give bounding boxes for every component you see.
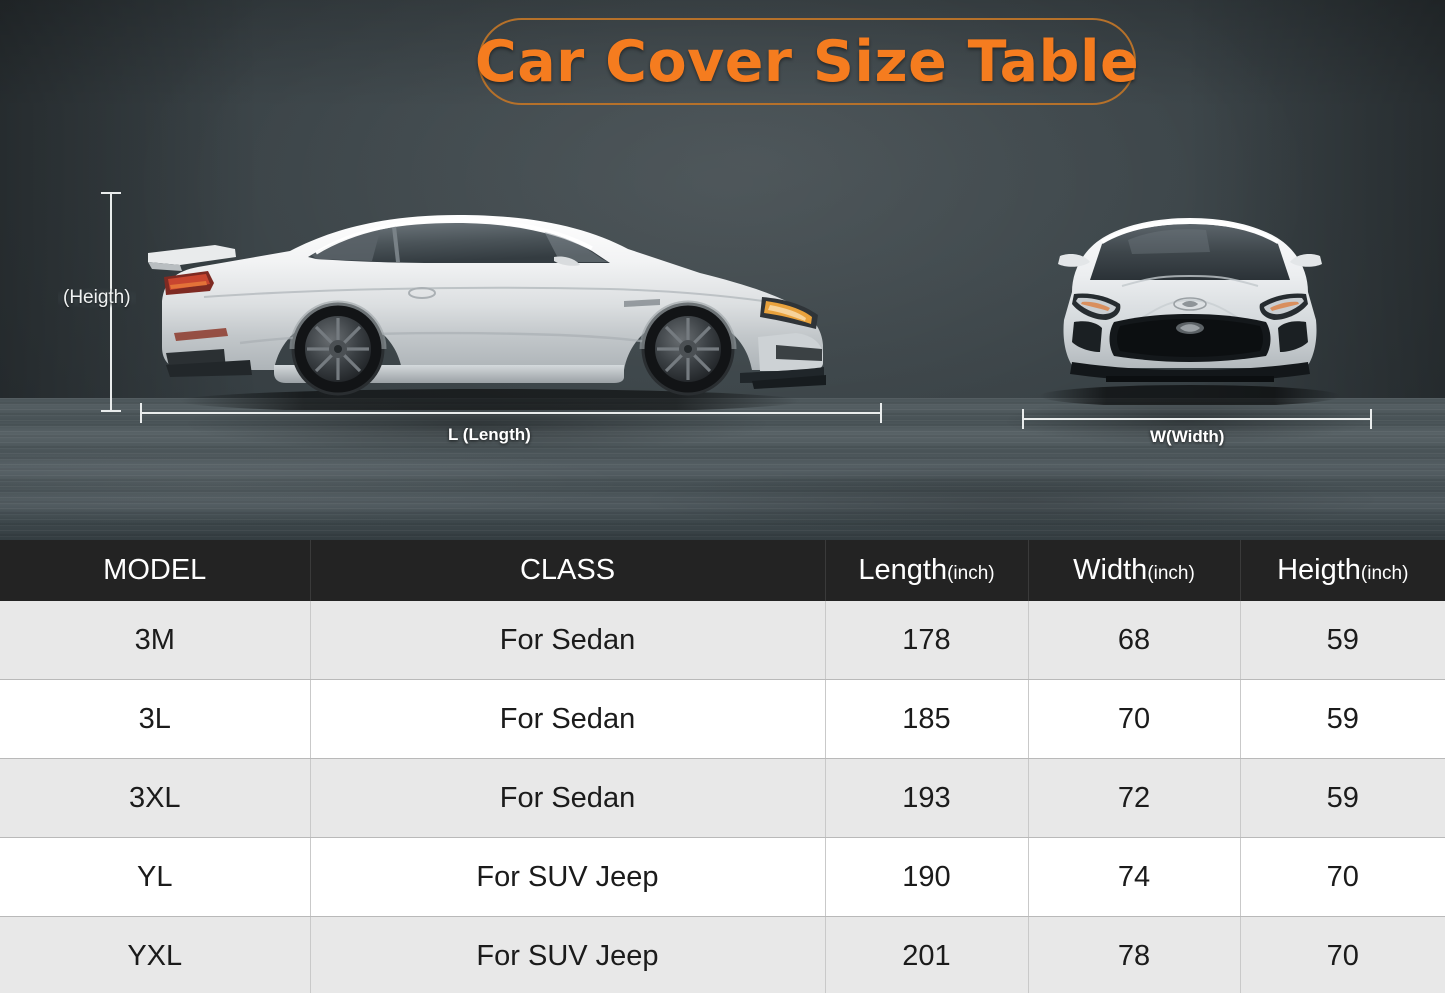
- page-title: Car Cover Size Table: [474, 28, 1140, 95]
- width-dimension-cap-right: [1370, 409, 1372, 429]
- cell-model: 3M: [0, 601, 311, 680]
- column-header-height-unit: (inch): [1360, 563, 1409, 584]
- length-dimension-label: L (Length): [448, 425, 531, 444]
- cell-length: 178: [825, 601, 1029, 680]
- table-row: YXL For SUV Jeep 201 78 70: [0, 916, 1445, 993]
- cell-class: For Sedan: [310, 679, 826, 759]
- front-view-car-image: [1010, 200, 1370, 407]
- cell-height: 70: [1240, 916, 1445, 993]
- size-table: MODEL CLASS Length(inch) Width(inch) Hei…: [0, 540, 1445, 993]
- column-header-class-label: CLASS: [519, 554, 616, 586]
- cell-class: For Sedan: [310, 758, 826, 838]
- column-header-length-unit: (inch): [947, 563, 995, 584]
- cell-length: 185: [825, 679, 1029, 759]
- side-view-car-image: [140, 205, 840, 413]
- cell-height: 70: [1240, 837, 1445, 917]
- column-header-width-label: Width: [1073, 554, 1148, 586]
- table-row: 3M For Sedan 178 68 59: [0, 601, 1445, 680]
- height-dimension-cap-bottom: [101, 410, 121, 412]
- title-badge: Car Cover Size Table: [474, 18, 1140, 105]
- length-dimension-line: [140, 412, 882, 414]
- cell-width: 72: [1028, 758, 1241, 838]
- table-row: YL For SUV Jeep 190 74 70: [0, 837, 1445, 917]
- cell-model: YL: [0, 837, 311, 917]
- column-header-width-unit: (inch): [1147, 563, 1195, 584]
- floor-shading: [0, 398, 1445, 540]
- cell-height: 59: [1240, 601, 1445, 680]
- height-dimension-label: (Heigth): [58, 286, 136, 310]
- table-body: 3M For Sedan 178 68 59 3L For Sedan 185 …: [0, 601, 1445, 993]
- table-header-row: MODEL CLASS Length(inch) Width(inch) Hei…: [0, 540, 1445, 601]
- column-header-length: Length(inch): [825, 540, 1029, 601]
- column-header-height-label: Heigth: [1277, 554, 1361, 586]
- column-header-class: CLASS: [310, 540, 826, 601]
- column-header-length-label: Length: [858, 554, 948, 586]
- column-header-model: MODEL: [0, 540, 311, 601]
- size-table-container: MODEL CLASS Length(inch) Width(inch) Hei…: [0, 540, 1445, 993]
- height-dimension-cap-top: [101, 192, 121, 194]
- cell-length: 190: [825, 837, 1029, 917]
- hero-photo: (Heigth) L (Length) W(Width) Car Cover S…: [0, 0, 1445, 540]
- table-row: 3XL For Sedan 193 72 59: [0, 758, 1445, 838]
- cell-width: 68: [1028, 601, 1241, 680]
- floor-texture: [0, 398, 1445, 540]
- width-dimension-line: [1022, 418, 1372, 420]
- cell-length: 193: [825, 758, 1029, 838]
- concrete-floor: [0, 398, 1445, 540]
- cell-model: YXL: [0, 916, 311, 993]
- table-row: 3L For Sedan 185 70 59: [0, 679, 1445, 759]
- cell-class: For SUV Jeep: [310, 837, 826, 917]
- table-header: MODEL CLASS Length(inch) Width(inch) Hei…: [0, 540, 1445, 601]
- cell-width: 74: [1028, 837, 1241, 917]
- width-dimension-cap-left: [1022, 409, 1024, 429]
- cell-model: 3XL: [0, 758, 311, 838]
- cell-class: For Sedan: [310, 601, 826, 680]
- cell-length: 201: [825, 916, 1029, 993]
- length-dimension-cap-left: [140, 403, 142, 423]
- column-header-model-label: MODEL: [103, 554, 207, 586]
- cell-height: 59: [1240, 758, 1445, 838]
- width-dimension-label: W(Width): [1150, 427, 1225, 446]
- cell-width: 78: [1028, 916, 1241, 993]
- cell-height: 59: [1240, 679, 1445, 759]
- column-header-height: Heigth(inch): [1240, 540, 1445, 601]
- length-dimension-cap-right: [880, 403, 882, 423]
- column-header-width: Width(inch): [1028, 540, 1241, 601]
- cell-class: For SUV Jeep: [310, 916, 826, 993]
- cell-width: 70: [1028, 679, 1241, 759]
- cell-model: 3L: [0, 679, 311, 759]
